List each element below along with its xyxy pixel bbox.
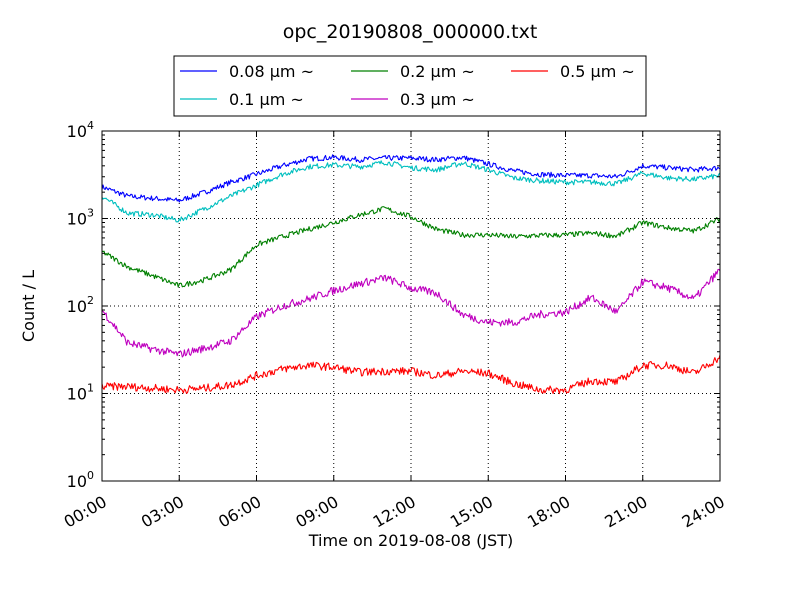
y-axis-label: Count / L <box>19 270 38 342</box>
legend-label: 0.1 μm ~ <box>229 90 304 109</box>
legend-label: 0.3 μm ~ <box>400 90 475 109</box>
series-line <box>101 206 721 288</box>
chart-title: opc_20190808_000000.txt <box>283 21 538 43</box>
legend-label: 0.08 μm ~ <box>229 62 314 81</box>
grid <box>101 131 721 481</box>
x-tick-label: 06:00 <box>215 492 264 532</box>
x-tick-label: 12:00 <box>370 492 419 532</box>
x-tick-label: 09:00 <box>292 492 341 532</box>
legend-frame <box>173 55 647 117</box>
x-tick-label: 24:00 <box>679 492 728 532</box>
y-tick-label: 101 <box>67 382 94 404</box>
x-tick-label: 21:00 <box>601 492 650 532</box>
series-line <box>101 154 721 203</box>
x-tick-label: 15:00 <box>447 492 496 532</box>
x-tick-label: 18:00 <box>524 492 573 532</box>
series-line <box>101 354 721 395</box>
x-tick-label: 03:00 <box>138 492 187 532</box>
y-tick-label: 103 <box>67 207 94 229</box>
x-axis-label: Time on 2019-08-08 (JST) <box>308 531 513 550</box>
series-line <box>101 160 721 223</box>
y-tick-label: 104 <box>67 119 94 141</box>
legend-label: 0.2 μm ~ <box>400 62 475 81</box>
series-layer <box>101 154 721 395</box>
legend: 0.08 μm ~ 0.1 μm ~ 0.2 μm ~ 0.3 μm ~ 0.5 μm … <box>173 55 647 117</box>
y-tick-label: 102 <box>67 294 94 316</box>
series-line <box>101 268 721 358</box>
legend-label: 0.5 μm ~ <box>560 62 635 81</box>
x-tick-label: 00:00 <box>61 492 110 532</box>
y-tick-label: 100 <box>67 469 94 491</box>
